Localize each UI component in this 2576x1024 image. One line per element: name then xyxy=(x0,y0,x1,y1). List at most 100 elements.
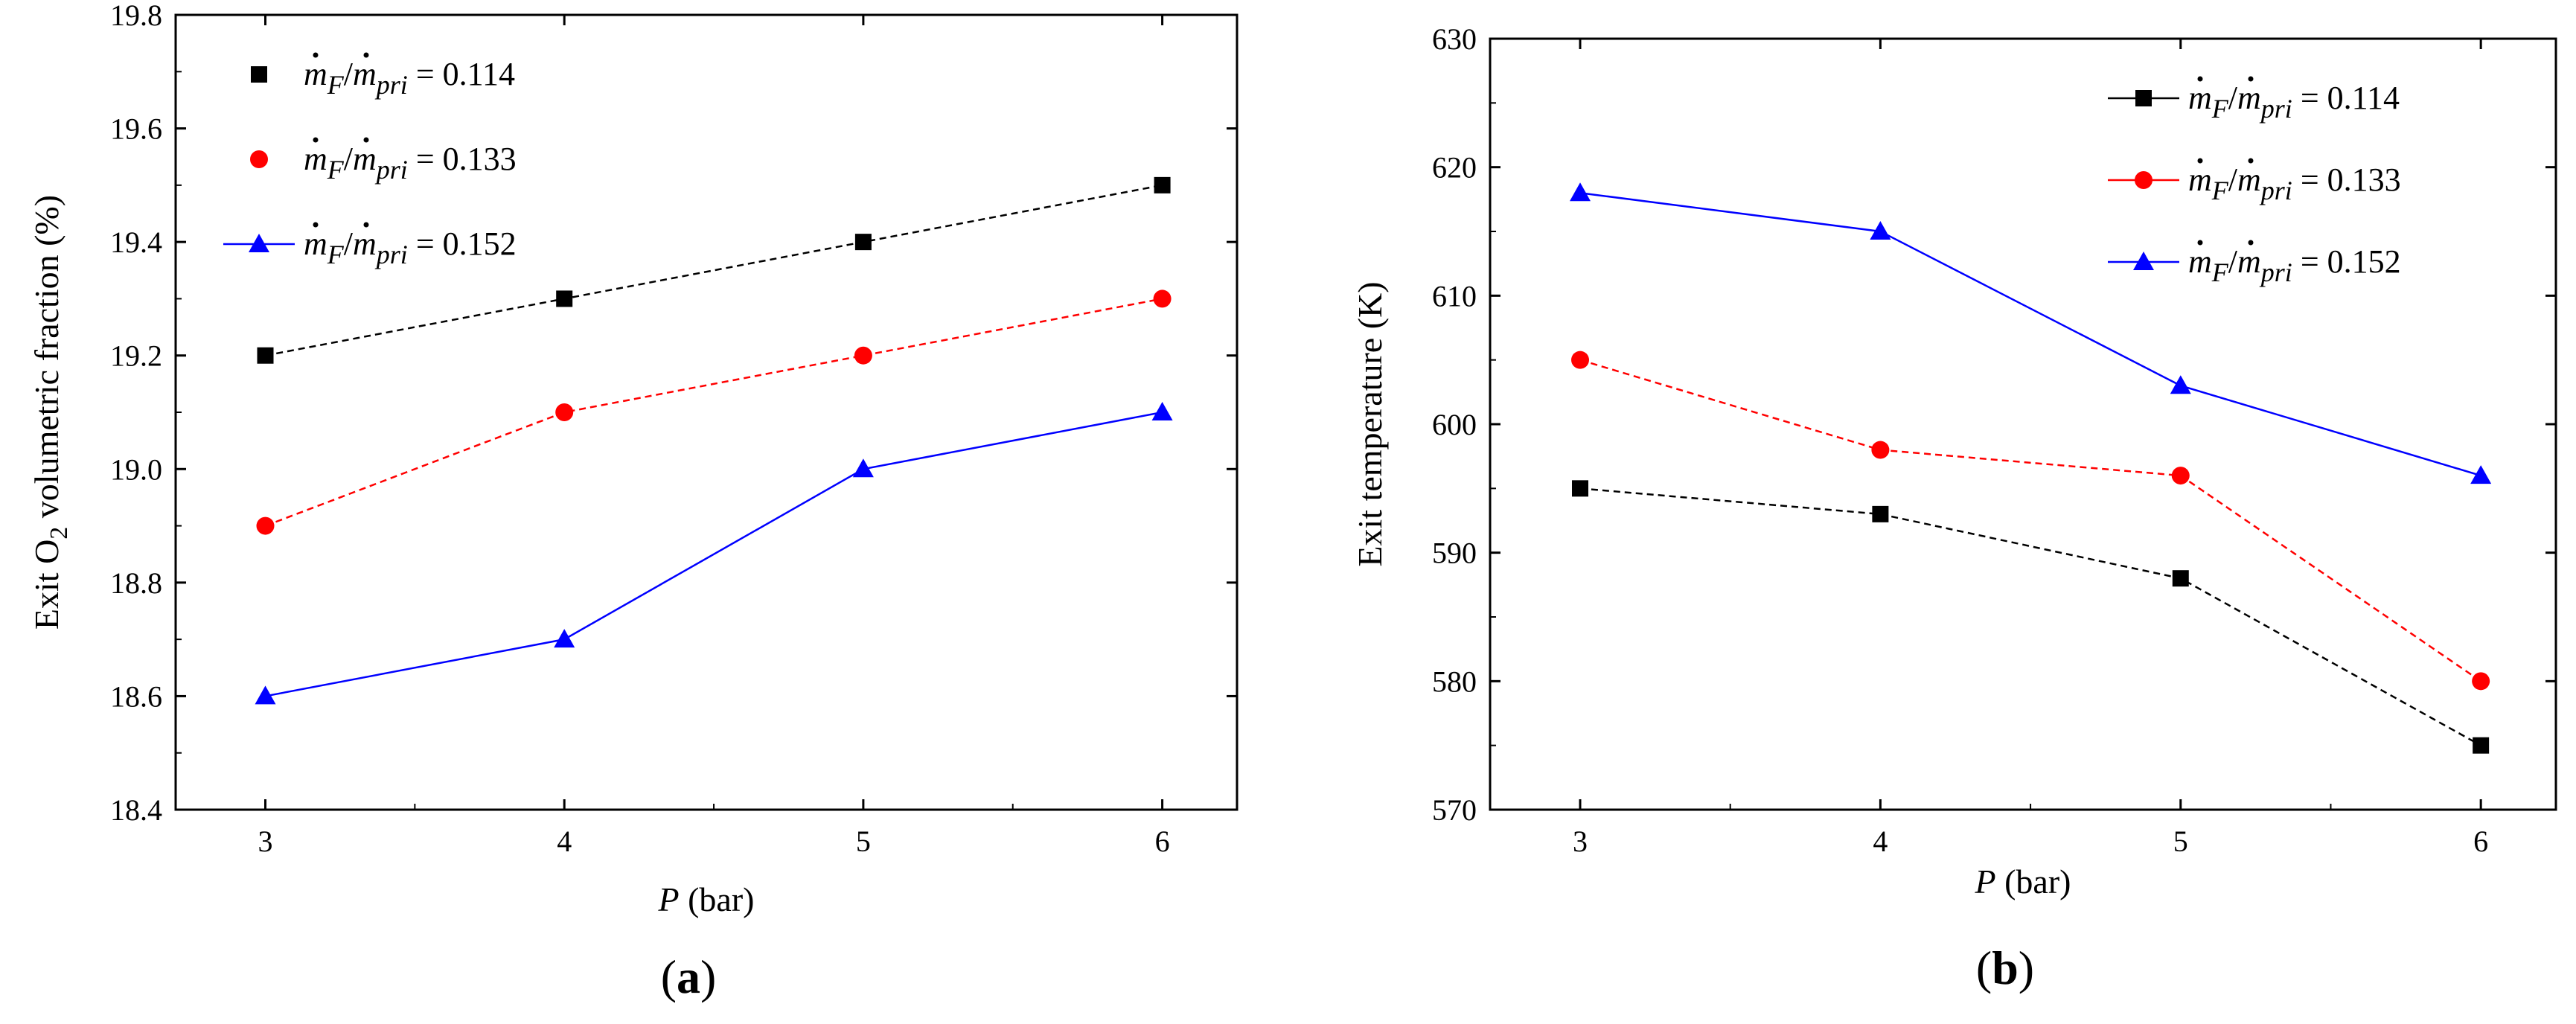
legend-slash: / xyxy=(344,225,354,262)
legend-sub-f: F xyxy=(2211,94,2229,124)
data-point xyxy=(1151,402,1173,420)
x-tick-label: 3 xyxy=(1573,825,1588,858)
data-point xyxy=(2472,672,2490,691)
legend-sub-pri: pri xyxy=(374,70,408,100)
panel-label: (b) xyxy=(1976,941,2034,994)
series-line xyxy=(1579,191,2481,477)
legend-dot xyxy=(363,52,369,58)
legend-sub-pri: pri xyxy=(2259,94,2292,124)
y-tick-label: 630 xyxy=(1432,22,1477,56)
series-1 xyxy=(256,289,1172,535)
series-0 xyxy=(1572,480,2490,754)
y-tick-label: 18.8 xyxy=(110,566,162,600)
y-axis-post: volumetric fraction (%) xyxy=(28,195,65,527)
series-1 xyxy=(1571,351,2490,691)
y-axis-pre: Exit O xyxy=(28,540,65,630)
data-point xyxy=(255,685,276,705)
legend-marker xyxy=(251,66,267,83)
legend-dot xyxy=(2248,158,2254,164)
legend-m: m xyxy=(353,56,377,92)
data-point xyxy=(1571,351,1590,369)
legend-m: m xyxy=(2188,161,2212,198)
series-line xyxy=(265,184,1163,356)
legend-m: m xyxy=(2237,161,2261,198)
data-point xyxy=(854,346,872,365)
data-point xyxy=(852,458,874,478)
y-tick-label: 18.6 xyxy=(110,679,162,713)
x-axis-title: P (bar) xyxy=(658,880,755,918)
y-tick-label: 590 xyxy=(1432,537,1477,570)
legend-sub-pri: pri xyxy=(374,155,408,185)
data-point xyxy=(556,290,573,307)
legend-dot xyxy=(2197,76,2203,82)
legend-dot xyxy=(2248,76,2254,82)
y-axis-title: Exit temperature (K) xyxy=(1351,281,1389,566)
x-tick-label: 6 xyxy=(1155,825,1170,858)
y-axis-pre: Exit temperature (K) xyxy=(1351,281,1389,566)
legend-value: = 0.133 xyxy=(2292,161,2401,198)
legend-dot xyxy=(2248,240,2254,246)
y-axis-title: Exit O2 volumetric fraction (%) xyxy=(28,195,73,630)
legend-slash: / xyxy=(2228,80,2238,116)
y-tick-label: 19.4 xyxy=(110,225,162,259)
legend-m: m xyxy=(304,225,327,262)
plot-frame xyxy=(174,13,1239,811)
series-2 xyxy=(1570,182,2492,484)
data-point xyxy=(854,234,872,251)
data-point xyxy=(2171,467,2190,485)
legend-m: m xyxy=(2188,243,2212,280)
legend-value: = 0.152 xyxy=(2292,243,2401,280)
legend-value: = 0.114 xyxy=(408,56,515,92)
data-point xyxy=(555,403,574,421)
x-tick-label: 6 xyxy=(2473,825,2488,858)
y-tick-label: 620 xyxy=(1432,151,1477,185)
legend-sub-f: F xyxy=(327,155,345,185)
legend-label: mF/mpri = 0.133 xyxy=(2188,161,2401,205)
legend-marker xyxy=(2135,90,2152,106)
legend-dot xyxy=(363,137,369,143)
legend-sub-pri: pri xyxy=(2259,257,2292,287)
legend-dot xyxy=(2197,158,2203,164)
data-point xyxy=(1154,176,1171,193)
legend-dot xyxy=(313,222,319,228)
y-axis-sub: 2 xyxy=(45,527,73,540)
legend-sub-f: F xyxy=(327,240,345,269)
x-tick-label: 4 xyxy=(1873,825,1888,858)
panel-letter: b xyxy=(1992,941,2019,994)
legend-m: m xyxy=(2237,243,2261,280)
y-tick-label: 600 xyxy=(1432,408,1477,441)
legend-sub-pri: pri xyxy=(374,240,408,269)
series-0 xyxy=(257,176,1171,364)
panel-label: (a) xyxy=(661,950,717,1003)
panel-letter: a xyxy=(677,950,700,1003)
legend-slash: / xyxy=(344,141,354,177)
legend-m: m xyxy=(304,141,327,177)
legend-dot xyxy=(313,137,319,143)
legend-slash: / xyxy=(344,56,354,92)
legend-slash: / xyxy=(2228,243,2238,280)
data-point xyxy=(1570,182,1591,202)
plot-frame xyxy=(1489,37,2557,811)
y-tick-label: 570 xyxy=(1432,793,1477,827)
legend-value: = 0.133 xyxy=(408,141,517,177)
legend-sub-pri: pri xyxy=(2259,176,2292,205)
x-tick-label: 5 xyxy=(2173,825,2188,858)
data-point xyxy=(1870,221,1891,240)
x-axis-unit: (bar) xyxy=(1996,863,2071,900)
x-tick-label: 5 xyxy=(856,825,871,858)
data-point xyxy=(554,629,575,648)
legend-label: mF/mpri = 0.133 xyxy=(304,141,517,185)
data-point xyxy=(1153,289,1172,308)
chart-panel-a: 3 4 5 618.418.618.819.019.219.419.619.8mF/m… xyxy=(28,0,1239,1003)
y-tick-label: 19.6 xyxy=(110,112,162,146)
data-point xyxy=(257,347,274,364)
data-point xyxy=(1872,505,1889,522)
y-tick-label: 610 xyxy=(1432,279,1477,313)
legend-sub-f: F xyxy=(2211,176,2229,205)
legend-m: m xyxy=(353,141,377,177)
legend-value: = 0.114 xyxy=(2292,80,2400,116)
